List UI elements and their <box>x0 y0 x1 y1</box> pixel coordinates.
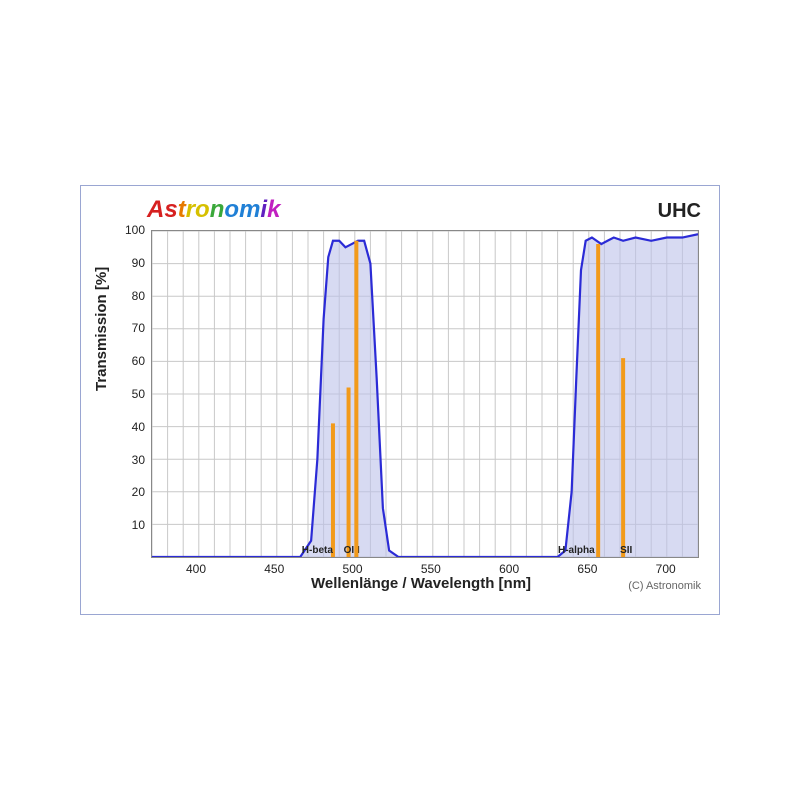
svg-text:SII: SII <box>620 545 632 556</box>
y-axis-label: Transmission [%] <box>93 267 110 391</box>
svg-text:H-beta: H-beta <box>302 545 334 556</box>
svg-text:H-alpha: H-alpha <box>558 545 595 556</box>
y-tick: 20 <box>132 485 145 499</box>
y-tick: 50 <box>132 387 145 401</box>
y-tick: 90 <box>132 256 145 270</box>
x-tick: 400 <box>186 562 206 576</box>
plot-area: H-betaOIIIH-alphaSII <box>151 230 699 558</box>
x-tick: 550 <box>421 562 441 576</box>
x-tick: 650 <box>577 562 597 576</box>
y-tick: 60 <box>132 354 145 368</box>
brand-title: Astronomik <box>147 196 280 224</box>
x-tick: 450 <box>264 562 284 576</box>
filter-type-label: UHC <box>658 200 701 223</box>
y-tick: 100 <box>125 223 145 237</box>
y-tick: 10 <box>132 518 145 532</box>
chart-container: Astronomik UHC H-betaOIIIH-alphaSII 1020… <box>80 185 720 615</box>
y-tick: 80 <box>132 289 145 303</box>
copyright-text: (C) Astronomik <box>628 580 701 592</box>
x-tick: 500 <box>343 562 363 576</box>
y-tick: 70 <box>132 321 145 335</box>
chart-svg: H-betaOIIIH-alphaSII <box>152 231 698 557</box>
x-axis-label: Wellenlänge / Wavelength [nm] <box>311 575 531 592</box>
y-tick: 40 <box>132 420 145 434</box>
x-tick: 600 <box>499 562 519 576</box>
x-tick: 700 <box>656 562 676 576</box>
y-tick: 30 <box>132 453 145 467</box>
